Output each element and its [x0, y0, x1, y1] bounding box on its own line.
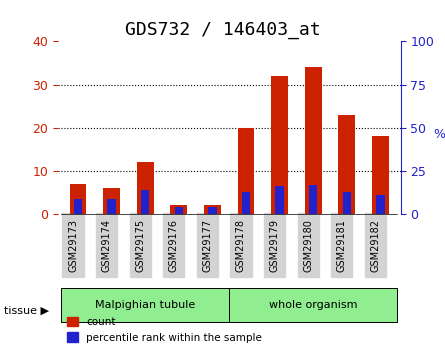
Bar — [229, 288, 397, 322]
Bar — [372, 136, 389, 214]
Text: tissue ▶: tissue ▶ — [4, 306, 49, 315]
Bar — [208, 207, 217, 214]
Bar — [309, 185, 317, 214]
Text: Malpighian tubule: Malpighian tubule — [95, 300, 195, 310]
Bar — [238, 128, 255, 214]
Bar — [242, 192, 250, 214]
Bar — [343, 192, 351, 214]
Bar — [376, 195, 384, 214]
Bar — [338, 115, 355, 214]
Bar — [204, 205, 221, 214]
Bar — [174, 207, 183, 214]
Text: GDS732 / 146403_at: GDS732 / 146403_at — [125, 21, 320, 39]
Bar — [141, 190, 150, 214]
Y-axis label: %: % — [434, 128, 445, 141]
Bar — [137, 162, 154, 214]
Bar — [275, 186, 284, 214]
Bar — [74, 199, 82, 214]
Bar — [107, 199, 116, 214]
Legend: count, percentile rank within the sample: count, percentile rank within the sample — [63, 313, 266, 345]
Text: whole organism: whole organism — [269, 300, 357, 310]
Bar — [170, 205, 187, 214]
Bar — [69, 184, 86, 214]
Bar — [61, 288, 229, 322]
Bar — [271, 76, 288, 214]
Bar — [103, 188, 120, 214]
Bar — [305, 67, 322, 214]
